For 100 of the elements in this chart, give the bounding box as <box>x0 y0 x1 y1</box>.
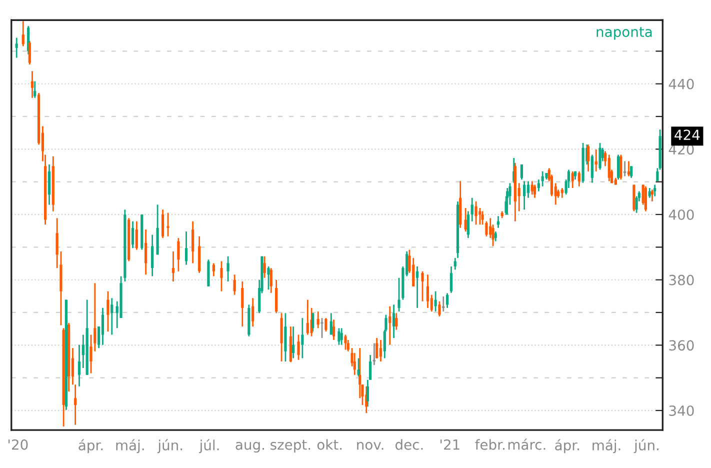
candlestick <box>434 290 437 312</box>
candlestick <box>177 237 180 272</box>
candlestick <box>270 267 272 294</box>
x-tick-label: ápr. <box>555 439 579 454</box>
candlestick <box>537 178 540 192</box>
x-tick-label: jún. <box>157 439 182 454</box>
candlestick <box>74 384 77 426</box>
x-tick-label: szept. <box>270 440 310 453</box>
candlestick <box>15 37 18 58</box>
candlestick <box>353 352 356 376</box>
x-tick-label: febr. <box>475 439 504 450</box>
candlestick <box>608 154 610 182</box>
x-tick-label: nov. <box>357 442 384 450</box>
candlestick <box>478 207 482 226</box>
candlestick <box>226 256 230 282</box>
annotation: 424 <box>674 130 700 140</box>
candlestick <box>316 310 320 329</box>
candlestick <box>252 297 254 328</box>
x-tick-label: dec. <box>396 439 423 450</box>
candlestick <box>530 180 534 196</box>
candlestick <box>172 250 175 282</box>
candlestick <box>598 142 602 170</box>
candlestick <box>395 312 398 330</box>
candlestick <box>412 257 415 288</box>
candlestick <box>22 20 24 47</box>
candlestick <box>438 300 441 318</box>
candlestick <box>106 290 110 332</box>
candlestick <box>275 279 278 314</box>
candlestick <box>571 170 574 189</box>
x-tick-label: júl. <box>199 439 219 454</box>
candlestick <box>184 230 188 266</box>
candlestick <box>398 277 400 312</box>
y-tick-label: 400 <box>668 209 694 220</box>
candlestick <box>48 164 51 206</box>
x-tick-label: aug. <box>236 442 264 453</box>
candlestick <box>620 154 622 180</box>
candlestick <box>379 339 382 362</box>
candlestick <box>263 256 266 279</box>
candlestick <box>526 180 530 199</box>
x-tick-label: máj. <box>116 439 144 454</box>
candlestick <box>485 220 488 238</box>
candlestick <box>533 184 536 199</box>
candlestick <box>368 354 372 380</box>
candlestick <box>267 266 270 290</box>
candlestick <box>654 184 656 197</box>
candlestick <box>101 307 104 346</box>
candlestick <box>241 280 244 328</box>
x-tick-label: okt. <box>317 439 342 450</box>
candlestick <box>635 196 638 214</box>
candlestick <box>644 186 647 212</box>
candlestick <box>560 187 564 199</box>
x-tick-label: máj. <box>592 439 620 454</box>
candlestick <box>494 230 497 242</box>
candlestick <box>135 220 138 250</box>
candlestick <box>616 154 620 180</box>
candlestick <box>590 154 594 184</box>
candlestick <box>34 80 36 99</box>
candlestick <box>330 312 332 336</box>
candlestick <box>470 197 474 222</box>
x-tick-label: ápr. <box>78 439 103 454</box>
candlestick <box>388 306 392 346</box>
candlestick <box>421 270 424 302</box>
candlestick <box>292 326 295 359</box>
candlestick <box>523 180 526 210</box>
x-tick-label: jún. <box>634 439 658 454</box>
candlestick <box>166 212 170 238</box>
candlestick <box>630 165 633 179</box>
candlestick <box>191 220 194 264</box>
candlestick <box>481 210 484 226</box>
candlestick <box>30 70 34 99</box>
candlestick <box>416 266 419 309</box>
candlestick <box>78 344 81 388</box>
candlestick <box>520 164 523 180</box>
candlestick <box>297 334 300 361</box>
candlestick <box>110 297 114 336</box>
candlestick <box>306 299 309 336</box>
candlestick <box>161 208 164 239</box>
candlestick <box>338 327 340 346</box>
y-tick-label: 440 <box>668 78 694 90</box>
candlestick <box>464 207 467 232</box>
candlestick <box>450 266 453 294</box>
x-tick-label: '21 <box>440 439 460 450</box>
candlestick <box>212 262 215 277</box>
candlestick <box>426 274 430 309</box>
y-tick-label: 380 <box>669 274 694 286</box>
x-tick-label: '20 <box>8 439 28 450</box>
candlestick <box>332 318 336 341</box>
candlestick <box>376 337 378 359</box>
candlestick <box>454 257 456 270</box>
candlestick <box>220 260 223 292</box>
candlestick <box>466 210 470 239</box>
candlestick <box>446 292 449 309</box>
candlestick <box>151 234 154 277</box>
candlestick <box>474 200 478 226</box>
candlestick <box>131 220 134 249</box>
y-tick-label: 360 <box>669 340 694 351</box>
candlestick <box>301 317 304 359</box>
candlestick <box>344 334 347 350</box>
x-tick-label: márc. <box>508 438 546 450</box>
candlestick <box>324 317 328 332</box>
